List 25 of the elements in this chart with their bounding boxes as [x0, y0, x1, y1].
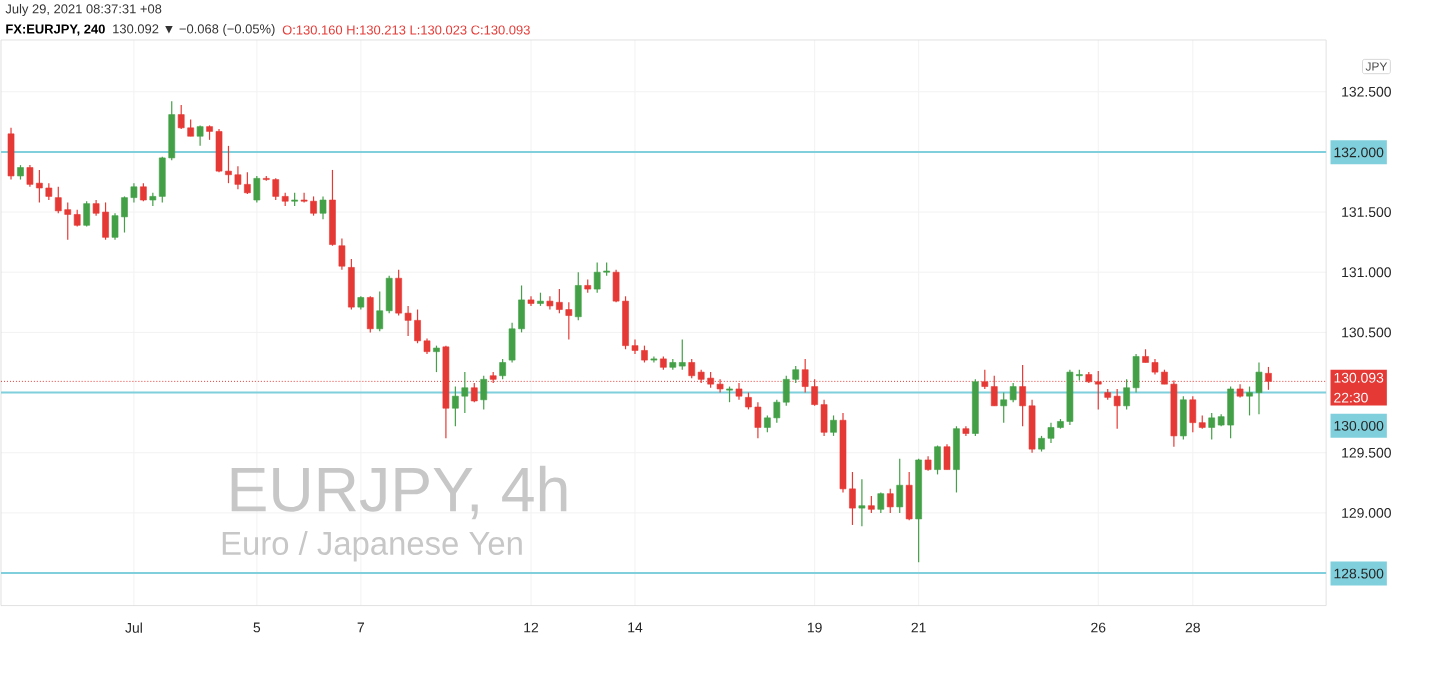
annotation: EURJPY, 4h [231, 465, 567, 520]
candlestick [253, 175, 261, 204]
candlestick [1180, 395, 1187, 441]
candlestick [319, 196, 327, 221]
candlestick [329, 169, 336, 247]
candlestick [480, 375, 488, 411]
candlestick [953, 425, 960, 494]
candlestick [886, 488, 894, 514]
candlestick [830, 415, 837, 437]
candlestick [338, 238, 346, 271]
candlestick [366, 295, 374, 334]
candlestick [896, 458, 904, 514]
candlestick [499, 358, 506, 381]
candlestick [934, 445, 941, 476]
candlestick [943, 443, 951, 471]
candlestick [574, 271, 582, 322]
candlestick [83, 200, 90, 228]
candlestick [7, 127, 15, 181]
candlestick [433, 345, 440, 373]
candlestick [858, 478, 866, 527]
candlestick [196, 125, 204, 147]
candlestick [905, 471, 913, 521]
annotation: Euro / Japanese Yen [222, 531, 522, 562]
candlestick [877, 492, 885, 514]
candlestick [348, 258, 355, 311]
